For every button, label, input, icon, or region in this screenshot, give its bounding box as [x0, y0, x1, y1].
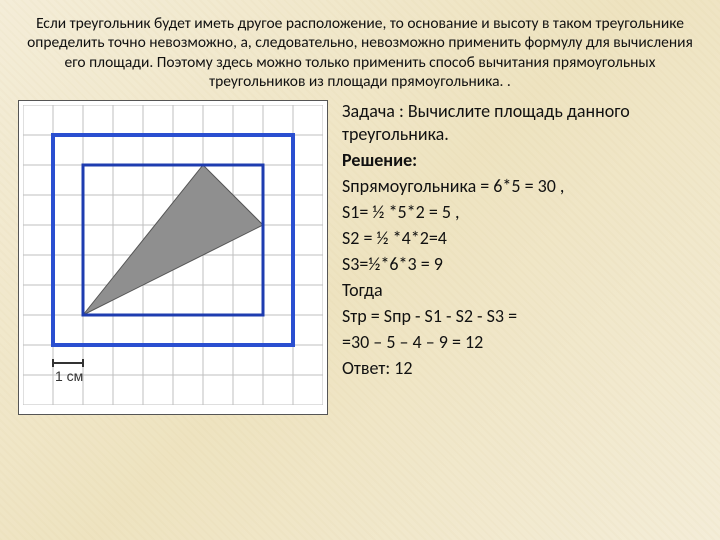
solution-header: Решение: — [342, 149, 702, 172]
line-6: Sтр = Sпр - S1 - S2 - S3 = — [342, 305, 702, 328]
triangle-figure: 1 см — [18, 100, 328, 415]
line-1: Sпрямоугольника = 6*5 = 30 , — [342, 175, 702, 198]
line-8: Ответ: 12 — [342, 357, 702, 380]
line-4: S3=½*6*3 = 9 — [342, 253, 702, 276]
line-5: Тогда — [342, 279, 702, 302]
intro-text: Если треугольник будет иметь другое расп… — [18, 14, 702, 92]
svg-text:1 см: 1 см — [55, 368, 83, 384]
task-text: Задача : Вычислите площадь данного треуг… — [342, 100, 702, 146]
line-3: S2 = ½ *4*2=4 — [342, 227, 702, 250]
solution-block: Задача : Вычислите площадь данного треуг… — [342, 100, 702, 383]
main-row: 1 см Задача : Вычислите площадь данного … — [18, 100, 702, 415]
line-7: =30 – 5 – 4 – 9 = 12 — [342, 331, 702, 354]
line-2: S1= ½ *5*2 = 5 , — [342, 201, 702, 224]
